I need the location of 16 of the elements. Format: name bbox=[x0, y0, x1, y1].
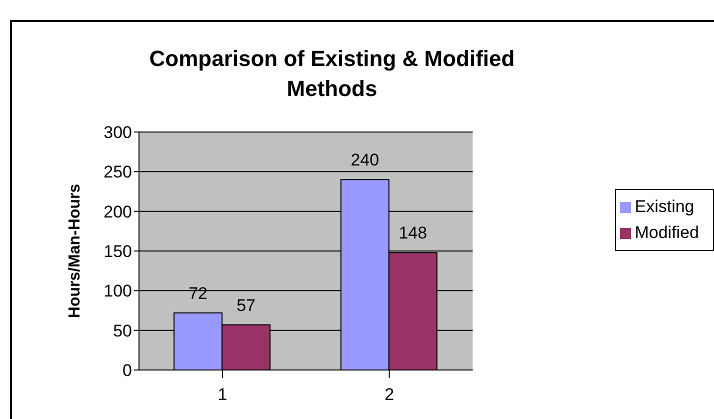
data-label: 240 bbox=[350, 150, 380, 170]
data-label: 148 bbox=[398, 224, 428, 243]
data-label: 57 bbox=[236, 296, 256, 315]
y-tick-label: 100 bbox=[104, 282, 132, 301]
legend-label: Modified bbox=[634, 222, 699, 242]
x-tick-label: 2 bbox=[384, 385, 394, 404]
y-tick-label: 250 bbox=[104, 162, 132, 182]
y-tick-label: 150 bbox=[104, 242, 132, 262]
y-tick-label: 50 bbox=[113, 321, 132, 340]
legend-label: Existing bbox=[634, 196, 694, 216]
chart-title: Comparison of Existing & Modified Methods bbox=[148, 45, 516, 103]
y-tick-label: 0 bbox=[122, 361, 132, 380]
x-tick-label: 1 bbox=[218, 385, 228, 404]
y-tick-label: 200 bbox=[104, 202, 132, 222]
y-tick-label: 300 bbox=[104, 123, 132, 142]
y-axis-title: Hours/Man-Hours bbox=[66, 184, 84, 318]
